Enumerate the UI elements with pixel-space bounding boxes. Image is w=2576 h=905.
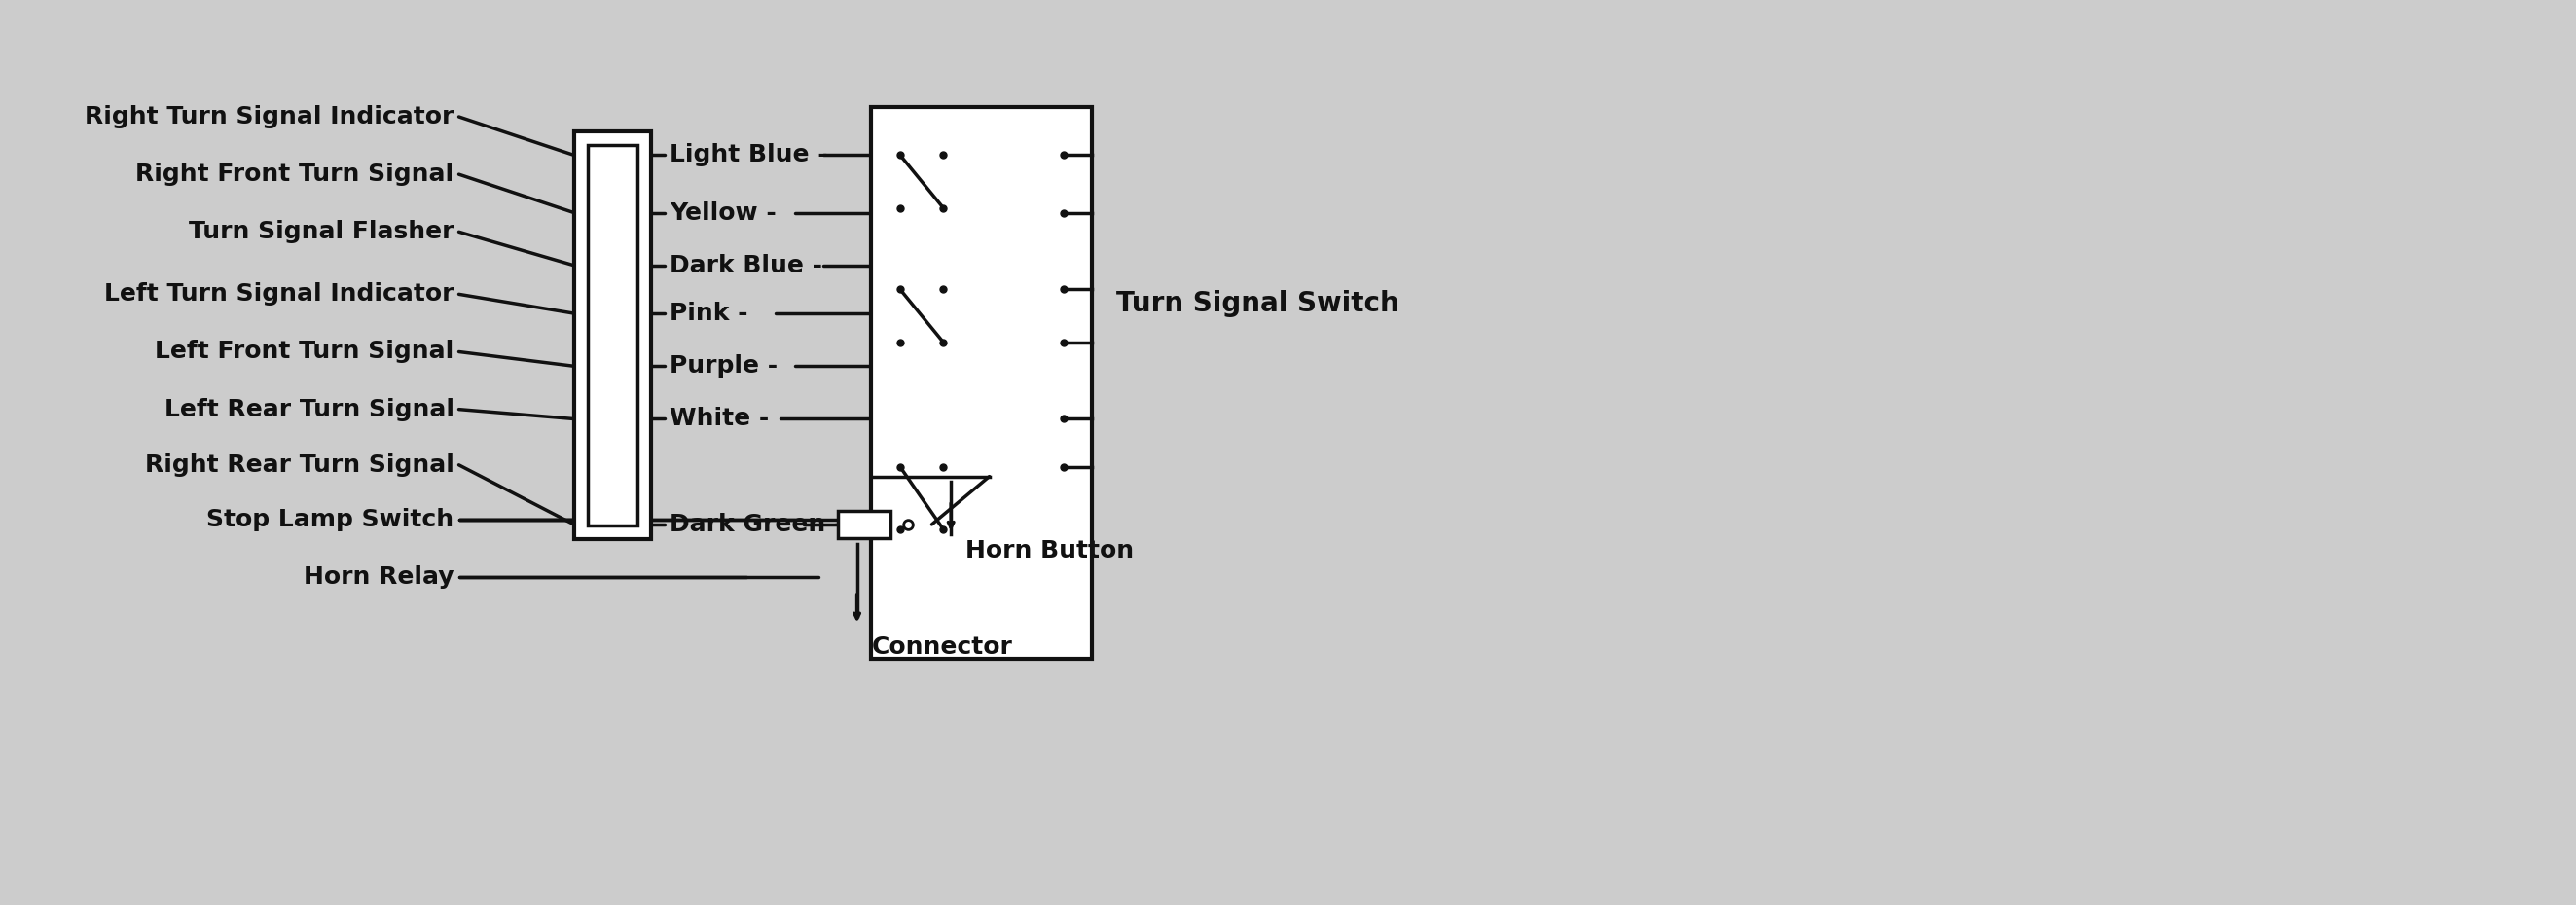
Text: Dark Green -: Dark Green -	[670, 513, 845, 536]
Text: Right Rear Turn Signal: Right Rear Turn Signal	[144, 453, 453, 477]
Text: Dark Blue -: Dark Blue -	[670, 253, 822, 277]
Text: Left Turn Signal Indicator: Left Turn Signal Indicator	[103, 282, 453, 306]
Text: Purple -: Purple -	[670, 355, 778, 378]
Bar	[587, 145, 636, 526]
Bar	[574, 131, 652, 538]
Text: Pink -: Pink -	[670, 301, 747, 325]
Text: Light Blue -: Light Blue -	[670, 144, 827, 167]
Text: White -: White -	[670, 407, 770, 431]
Text: Turn Signal Flasher: Turn Signal Flasher	[188, 220, 453, 243]
Text: Stop Lamp Switch: Stop Lamp Switch	[206, 508, 453, 531]
Text: Left Front Turn Signal: Left Front Turn Signal	[155, 340, 453, 364]
Text: Right Turn Signal Indicator: Right Turn Signal Indicator	[85, 105, 453, 129]
Text: Horn Button: Horn Button	[966, 538, 1133, 562]
Text: Connector: Connector	[871, 635, 1012, 659]
Text: Yellow -: Yellow -	[670, 201, 778, 224]
Text: Right Front Turn Signal: Right Front Turn Signal	[137, 163, 453, 186]
Bar	[871, 107, 1092, 659]
Text: Left Rear Turn Signal: Left Rear Turn Signal	[165, 397, 453, 421]
Bar	[837, 511, 891, 538]
Text: Horn Relay: Horn Relay	[304, 566, 453, 589]
Text: Turn Signal Switch: Turn Signal Switch	[1115, 291, 1399, 318]
